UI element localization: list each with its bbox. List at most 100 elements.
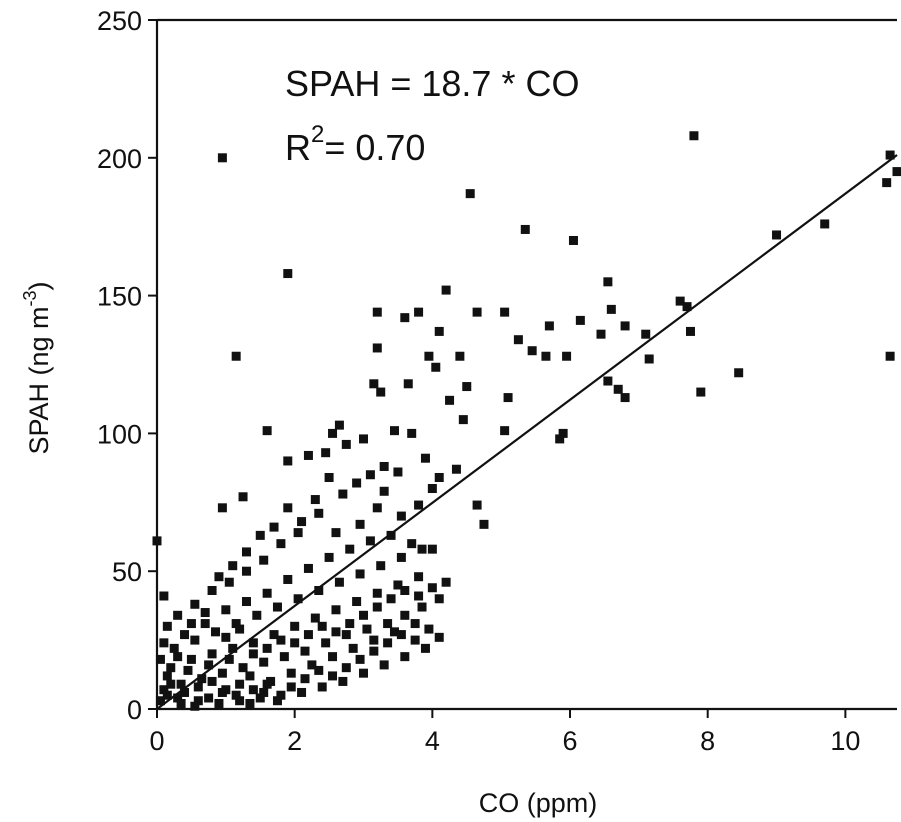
data-point — [262, 679, 272, 689]
data-point — [248, 649, 258, 659]
data-point — [465, 189, 475, 199]
x-tick-label: 10 — [830, 726, 860, 756]
data-point — [396, 552, 406, 562]
data-point — [376, 561, 386, 571]
data-point — [207, 585, 217, 595]
data-point — [431, 362, 441, 372]
data-point — [341, 630, 351, 640]
data-point — [259, 687, 269, 697]
data-point — [231, 690, 241, 700]
data-point — [211, 627, 221, 637]
data-point — [200, 608, 210, 618]
data-point — [455, 351, 465, 361]
data-point — [403, 379, 413, 389]
data-point — [527, 346, 537, 356]
data-point — [307, 660, 317, 670]
data-point — [338, 489, 348, 499]
data-point — [228, 561, 238, 571]
data-point — [269, 630, 279, 640]
data-point — [541, 351, 551, 361]
data-point — [204, 660, 214, 670]
data-point — [217, 153, 227, 163]
data-point — [734, 368, 744, 378]
data-point — [362, 624, 372, 634]
data-point — [245, 698, 255, 708]
r-squared-annotation: R2= 0.70 — [285, 121, 425, 168]
data-point — [183, 665, 193, 675]
data-point — [352, 478, 362, 488]
data-point — [355, 519, 365, 529]
data-point — [224, 654, 234, 664]
data-point — [359, 610, 369, 620]
data-point — [558, 428, 568, 438]
data-point — [283, 503, 293, 513]
data-point — [641, 329, 651, 339]
x-tick-label: 0 — [149, 726, 164, 756]
data-point — [155, 654, 165, 664]
data-point — [568, 235, 578, 245]
data-point — [345, 544, 355, 554]
data-point — [238, 492, 248, 502]
data-point — [286, 668, 296, 678]
data-point — [159, 685, 169, 695]
data-point — [331, 627, 341, 637]
data-point — [420, 643, 430, 653]
data-point — [479, 519, 489, 529]
data-point — [441, 285, 451, 295]
data-point — [231, 619, 241, 629]
data-point — [303, 630, 313, 640]
data-point — [317, 682, 327, 692]
data-point — [262, 426, 272, 436]
equation-annotation: SPAH = 18.7 * CO — [285, 63, 579, 104]
y-axis-ticks: 0 50 100 150 200 250 — [97, 6, 157, 725]
data-point — [424, 624, 434, 634]
data-point — [283, 456, 293, 466]
data-point — [369, 635, 379, 645]
data-point — [173, 610, 183, 620]
data-point — [603, 277, 613, 287]
data-point — [414, 572, 424, 582]
data-point — [365, 536, 375, 546]
data-point — [355, 569, 365, 579]
data-point — [441, 577, 451, 587]
data-point — [269, 522, 279, 532]
data-point — [259, 555, 269, 565]
data-point — [241, 597, 251, 607]
data-point — [166, 679, 176, 689]
data-point — [290, 621, 300, 631]
data-point — [190, 635, 200, 645]
data-point — [355, 654, 365, 664]
data-point — [520, 224, 530, 234]
data-point — [293, 594, 303, 604]
data-point — [300, 674, 310, 684]
data-point — [396, 630, 406, 640]
data-point — [410, 635, 420, 645]
data-point — [200, 619, 210, 629]
data-point — [334, 577, 344, 587]
data-point — [341, 663, 351, 673]
data-point — [334, 420, 344, 430]
data-point — [180, 630, 190, 640]
data-point — [620, 321, 630, 331]
data-point — [620, 393, 630, 403]
data-point — [472, 500, 482, 510]
data-point — [283, 269, 293, 279]
data-point — [410, 619, 420, 629]
data-points — [152, 131, 901, 711]
data-point — [885, 351, 895, 361]
data-point — [176, 679, 186, 689]
data-point — [359, 668, 369, 678]
data-point — [207, 649, 217, 659]
data-point — [372, 602, 382, 612]
data-point — [393, 467, 403, 477]
data-point — [885, 150, 895, 160]
data-point — [303, 563, 313, 573]
data-point — [417, 544, 427, 554]
data-point — [303, 450, 313, 460]
data-point — [420, 453, 430, 463]
data-point — [696, 387, 706, 397]
y-axis-label-close: ) — [24, 281, 54, 290]
data-point — [407, 539, 417, 549]
y-axis-label: SPAH (ng m-3) — [20, 281, 54, 454]
data-point — [682, 302, 692, 312]
